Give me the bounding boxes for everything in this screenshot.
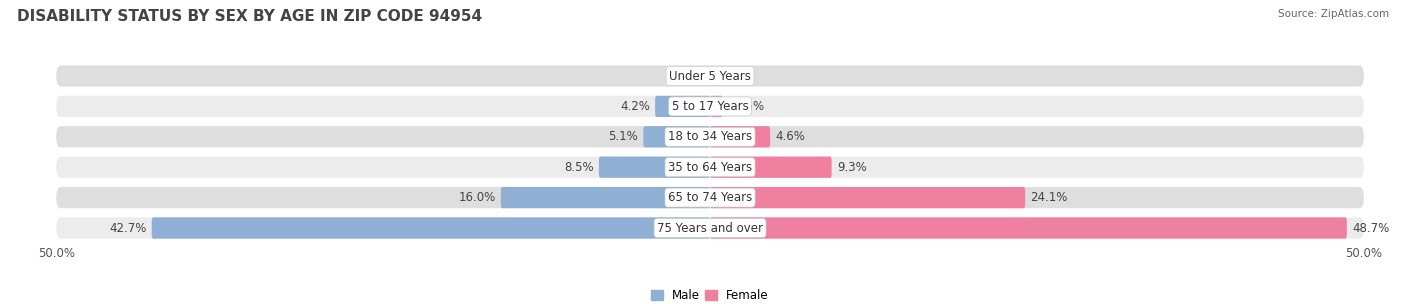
FancyBboxPatch shape bbox=[710, 217, 1347, 239]
Text: 16.0%: 16.0% bbox=[458, 191, 495, 204]
Text: 75 Years and over: 75 Years and over bbox=[657, 222, 763, 234]
FancyBboxPatch shape bbox=[710, 157, 831, 178]
Text: 0.0%: 0.0% bbox=[716, 70, 745, 82]
Text: 65 to 74 Years: 65 to 74 Years bbox=[668, 191, 752, 204]
Text: 48.7%: 48.7% bbox=[1353, 222, 1389, 234]
Text: DISABILITY STATUS BY SEX BY AGE IN ZIP CODE 94954: DISABILITY STATUS BY SEX BY AGE IN ZIP C… bbox=[17, 9, 482, 24]
FancyBboxPatch shape bbox=[56, 126, 1364, 147]
Text: 9.3%: 9.3% bbox=[837, 161, 866, 174]
FancyBboxPatch shape bbox=[56, 96, 1364, 117]
FancyBboxPatch shape bbox=[56, 187, 1364, 208]
Text: 5 to 17 Years: 5 to 17 Years bbox=[672, 100, 748, 113]
FancyBboxPatch shape bbox=[56, 217, 1364, 239]
Text: Under 5 Years: Under 5 Years bbox=[669, 70, 751, 82]
Text: 24.1%: 24.1% bbox=[1031, 191, 1067, 204]
Text: 5.1%: 5.1% bbox=[609, 130, 638, 143]
FancyBboxPatch shape bbox=[655, 96, 710, 117]
Text: 0.95%: 0.95% bbox=[728, 100, 765, 113]
Text: 4.6%: 4.6% bbox=[776, 130, 806, 143]
Text: 35 to 64 Years: 35 to 64 Years bbox=[668, 161, 752, 174]
FancyBboxPatch shape bbox=[710, 187, 1025, 208]
Text: 8.5%: 8.5% bbox=[564, 161, 593, 174]
FancyBboxPatch shape bbox=[710, 126, 770, 147]
FancyBboxPatch shape bbox=[56, 157, 1364, 178]
FancyBboxPatch shape bbox=[501, 187, 710, 208]
Text: 4.2%: 4.2% bbox=[620, 100, 650, 113]
Text: 18 to 34 Years: 18 to 34 Years bbox=[668, 130, 752, 143]
FancyBboxPatch shape bbox=[599, 157, 710, 178]
FancyBboxPatch shape bbox=[56, 65, 1364, 87]
Text: 0.0%: 0.0% bbox=[675, 70, 704, 82]
FancyBboxPatch shape bbox=[710, 96, 723, 117]
Legend: Male, Female: Male, Female bbox=[647, 284, 773, 304]
FancyBboxPatch shape bbox=[152, 217, 710, 239]
FancyBboxPatch shape bbox=[644, 126, 710, 147]
Text: Source: ZipAtlas.com: Source: ZipAtlas.com bbox=[1278, 9, 1389, 19]
Text: 42.7%: 42.7% bbox=[110, 222, 146, 234]
